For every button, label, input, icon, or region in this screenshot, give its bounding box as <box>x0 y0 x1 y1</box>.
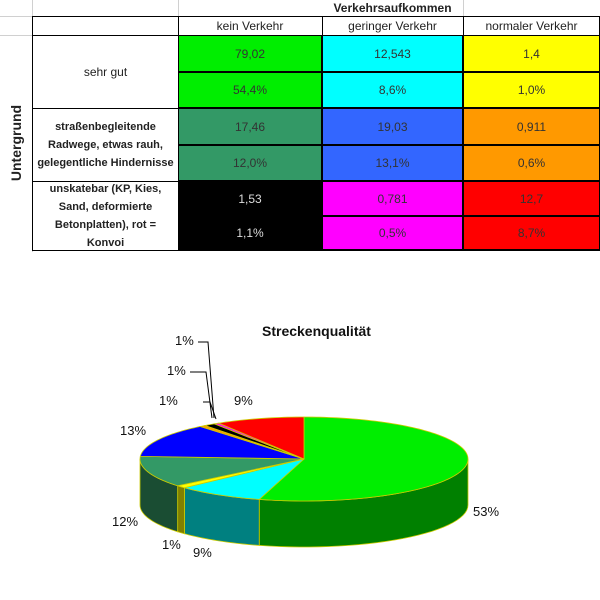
gridline <box>0 35 32 36</box>
table-border <box>178 16 179 251</box>
row-label: sehr gut <box>83 64 128 79</box>
table-border <box>322 16 323 251</box>
value-cell: 1,4 <box>463 35 600 72</box>
pie-slice-side <box>177 485 185 535</box>
percent-cell: 12,0% <box>178 145 322 181</box>
percent-cell: 13,1% <box>322 145 463 181</box>
data-label: 12% <box>112 514 139 529</box>
gridline <box>463 0 464 16</box>
gridline <box>178 0 179 16</box>
pie-slice <box>139 455 305 487</box>
row-label: straßenbegleitende Radwege, etwas rauh, … <box>37 120 174 169</box>
data-label: 53% <box>473 504 500 519</box>
table-border <box>32 108 600 109</box>
value-cell: 12,7 <box>463 181 600 216</box>
data-label: 1% <box>167 363 186 378</box>
percent-cell: 1,1% <box>178 216 322 250</box>
table-border <box>32 181 600 182</box>
pie-slice <box>139 426 305 460</box>
percent-cell: 1,0% <box>463 72 600 108</box>
pie-slice <box>217 416 305 460</box>
pie-slice <box>258 416 469 502</box>
pie-slice <box>184 458 305 500</box>
col-header: kein Verkehr <box>216 18 284 33</box>
data-label: 9% <box>193 545 212 560</box>
data-label: 1% <box>175 333 194 348</box>
percent-cell: 8,6% <box>322 72 463 108</box>
group-header: Verkehrsaufkommen <box>333 1 452 15</box>
col-header: geringer Verkehr <box>348 18 437 33</box>
percent-cell: 0,5% <box>322 216 463 250</box>
chart-title: Streckenqualität <box>262 323 371 339</box>
data-label: 9% <box>234 393 253 408</box>
table-border <box>463 16 464 251</box>
value-cell: 17,46 <box>178 108 322 145</box>
table-border <box>32 16 600 17</box>
percent-cell: 0,6% <box>463 145 600 181</box>
percent-cell: 8,7% <box>463 216 600 250</box>
value-cell: 1,53 <box>178 181 322 216</box>
value-cell: 19,03 <box>322 108 463 145</box>
data-label: 1% <box>159 393 178 408</box>
data-label: 1% <box>162 537 181 552</box>
leader-line <box>198 341 215 419</box>
table-border <box>32 16 33 251</box>
row-label: unskatebar (KP, Kies, Sand, deformierte … <box>49 182 162 249</box>
table-border <box>32 35 600 36</box>
table-border <box>32 250 600 251</box>
col-header: normaler Verkehr <box>485 18 578 33</box>
data-label: 13% <box>120 423 147 438</box>
leader-line <box>190 371 213 419</box>
percent-cell: 54,4% <box>178 72 322 108</box>
value-cell: 79,02 <box>178 35 322 72</box>
